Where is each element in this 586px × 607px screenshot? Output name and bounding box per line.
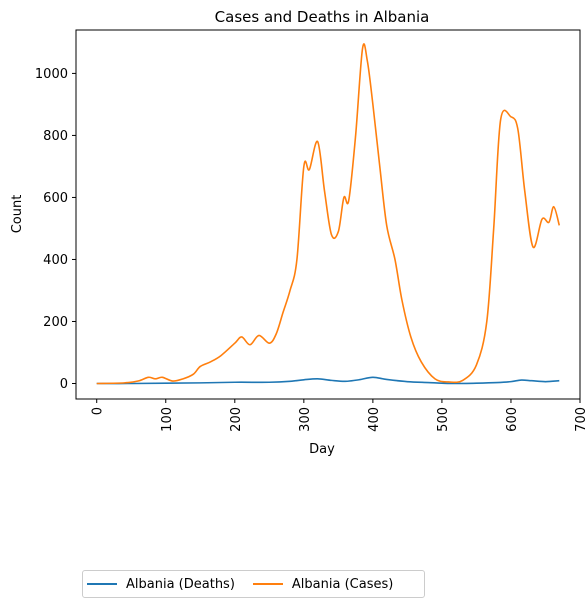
y-tick-label: 0 [60, 377, 68, 392]
x-tick-label: 300 [298, 407, 313, 432]
legend-item-cases: Albania (Cases) [252, 576, 394, 592]
x-tick-label: 600 [505, 407, 520, 432]
y-tick-label: 400 [43, 253, 68, 268]
y-axis-ticks: 0 200 400 600 800 1000 [35, 67, 76, 392]
x-tick-label: 500 [436, 407, 451, 432]
series-line-deaths [96, 376, 560, 385]
series-line-cases [96, 43, 561, 385]
x-axis-ticks: 0 100 200 300 400 500 600 700 [91, 399, 586, 432]
plot-frame [75, 29, 581, 400]
y-tick-label: 1000 [35, 67, 68, 82]
legend-item-deaths: Albania (Deaths) [87, 577, 235, 592]
x-tick-label: 0 [91, 407, 106, 415]
chart-title: Cases and Deaths in Albania [215, 8, 430, 26]
x-tick-label: 100 [160, 407, 175, 432]
y-tick-label: 600 [43, 191, 68, 206]
plot-lines [96, 43, 561, 385]
legend: Albania (Deaths) Albania (Cases) [82, 570, 425, 598]
y-tick-label: 200 [43, 315, 68, 330]
y-tick-label: 800 [43, 129, 68, 144]
x-tick-label: 400 [367, 407, 382, 432]
x-tick-label: 200 [229, 407, 244, 432]
x-tick-label: 700 [574, 407, 586, 432]
legend-label-deaths: Albania (Deaths) [126, 576, 235, 592]
legend-swatch-cases [252, 583, 283, 585]
x-axis-label: Day [309, 442, 335, 457]
legend-label-cases: Albania (Cases) [291, 576, 394, 592]
legend-swatch-deaths [87, 583, 117, 585]
y-axis-label: Count [10, 195, 25, 234]
